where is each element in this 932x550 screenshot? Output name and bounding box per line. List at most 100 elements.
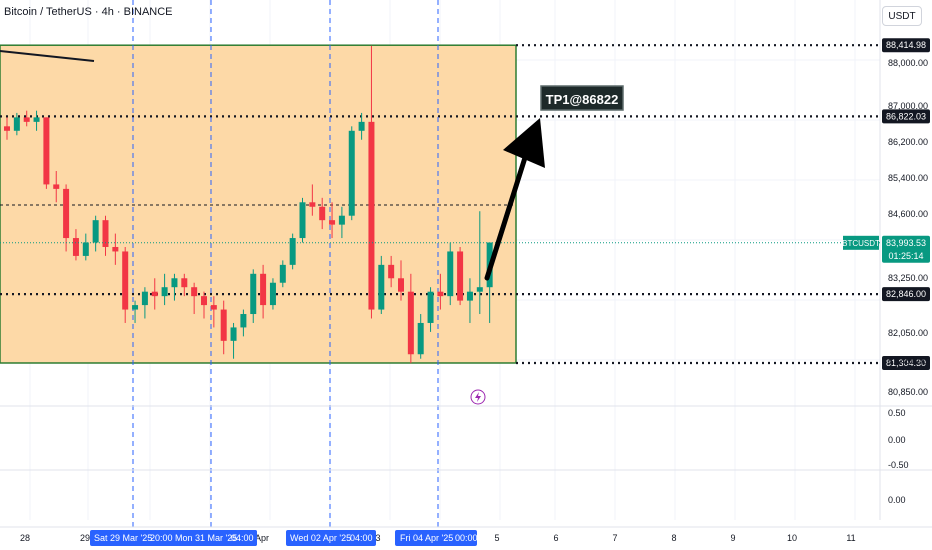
- level-label: 82,846.00: [886, 289, 926, 299]
- level-label-bg: [882, 109, 930, 124]
- candle-body: [260, 273, 267, 306]
- candle-body: [368, 121, 375, 310]
- candle-body: [132, 305, 139, 310]
- candle-body: [151, 291, 158, 297]
- countdown-label: 01:25:14: [888, 251, 923, 261]
- level-label-bg: [882, 38, 930, 53]
- candle-body: [299, 202, 306, 239]
- candle-body: [466, 291, 473, 301]
- price-tick-label: 88,000.00: [888, 58, 928, 68]
- price-tick-label: 82,050.00: [888, 328, 928, 338]
- candle-body: [378, 264, 385, 310]
- time-tick-label: 9: [730, 533, 735, 543]
- candle-body: [122, 251, 129, 310]
- candle-body: [23, 117, 30, 122]
- time-badge-label: 04:00: [231, 533, 254, 543]
- candle-body: [82, 242, 89, 256]
- time-tick-label: 3: [375, 533, 380, 543]
- level-label-bg: [882, 355, 930, 370]
- candle-body: [289, 238, 296, 265]
- candle-body: [102, 220, 109, 247]
- time-badge-label: 04:00: [350, 533, 373, 543]
- symbol-tag-bg: [843, 235, 879, 250]
- time-badge-label: 00:00: [455, 533, 478, 543]
- candle-body: [161, 287, 168, 297]
- candle-body: [63, 188, 70, 239]
- current-price-label-bg: [882, 235, 930, 263]
- candle-body: [43, 117, 50, 185]
- chart-title: Bitcoin / TetherUS · 4h · BINANCE: [4, 6, 173, 18]
- candle-body: [319, 206, 326, 221]
- tp-arrow-shaft: [484, 142, 532, 281]
- symbol-tag: BTCUSDT: [842, 239, 880, 248]
- candle-body: [427, 291, 434, 323]
- candle-body: [437, 291, 444, 297]
- candle-body: [348, 130, 355, 216]
- time-tick-label: 5: [494, 533, 499, 543]
- candle-body: [309, 202, 316, 207]
- candle-body: [33, 117, 40, 122]
- time-badge: [395, 530, 477, 546]
- range-zone: [0, 44, 517, 364]
- time-tick-label: 11: [846, 533, 855, 543]
- candle-body: [141, 291, 148, 306]
- candle-body: [191, 287, 198, 297]
- tp-label: TP1@86822: [546, 92, 619, 107]
- time-tick-label: 6: [553, 533, 558, 543]
- tp-label-bg: [540, 85, 624, 111]
- candle-body: [338, 215, 345, 225]
- lightning-icon-bolt: [475, 392, 481, 402]
- candle-body: [201, 296, 207, 306]
- candle-body: [240, 314, 247, 328]
- trend-line: [0, 50, 95, 62]
- price-tick-label: 84,600.00: [888, 209, 928, 219]
- candle-body: [72, 238, 79, 256]
- time-badge: [286, 530, 376, 546]
- current-price-label: 83,993.53: [886, 238, 926, 248]
- level-label: 81,304.30: [886, 358, 926, 368]
- candle-body: [457, 251, 464, 301]
- candle-body: [220, 309, 227, 341]
- time-badge-label: Fri 04 Apr '25: [400, 533, 453, 543]
- level-label-bg: [882, 287, 930, 302]
- level-label: 88,414.98: [886, 40, 926, 50]
- candle-body: [407, 291, 414, 355]
- candle-body: [112, 246, 119, 252]
- tp-arrow-head: [503, 118, 545, 168]
- level-label: 86,822.03: [886, 111, 926, 121]
- time-badge-label: Mon 31 Mar '25: [175, 533, 237, 543]
- currency-button[interactable]: USDT: [882, 6, 922, 26]
- lower-pane-tick: -0.50: [888, 460, 909, 470]
- time-badge-label: Sat 29 Mar '25: [94, 533, 152, 543]
- candle-body: [269, 282, 276, 306]
- candle-body: [53, 184, 60, 189]
- time-tick-label: 29: [80, 533, 90, 543]
- candle-body: [358, 121, 365, 131]
- candle-body: [398, 278, 404, 292]
- time-badge: [173, 530, 257, 546]
- price-tick-label: 81,450.00: [888, 356, 928, 366]
- time-tick-label: 7: [612, 533, 617, 543]
- candle-body: [4, 126, 10, 131]
- candle-body: [181, 278, 188, 288]
- candle-body: [92, 220, 99, 243]
- time-tick-label: 8: [671, 533, 676, 543]
- price-tick-label: 86,200.00: [888, 137, 928, 147]
- candle-body: [388, 264, 395, 279]
- lower-pane-tick: 0.00: [888, 495, 906, 505]
- price-tick-label: 80,850.00: [888, 387, 928, 397]
- lower-pane-tick: 0.00: [888, 435, 906, 445]
- price-tick-label: 85,400.00: [888, 173, 928, 183]
- candle-body: [476, 287, 483, 292]
- lower-pane-tick: 0.50: [888, 408, 906, 418]
- candle-body: [171, 278, 178, 288]
- time-badge-label: 20:00: [150, 533, 173, 543]
- candle-body: [279, 264, 286, 283]
- candle-body: [250, 273, 257, 315]
- candle-body: [230, 327, 237, 341]
- price-tick-label: 83,250.00: [888, 273, 928, 283]
- time-badge-label: Wed 02 Apr '25: [290, 533, 351, 543]
- candle-body: [447, 251, 454, 297]
